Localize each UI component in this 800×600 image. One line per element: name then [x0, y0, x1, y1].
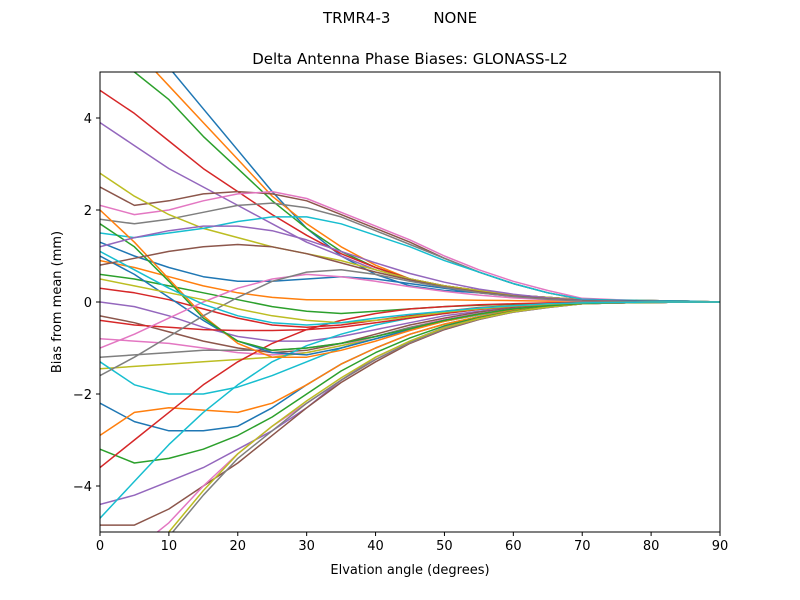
x-tick-label: 70 — [574, 539, 591, 554]
figure-suptitle: TRMR4-3 NONE — [322, 9, 478, 27]
series-line-2 — [154, 72, 720, 303]
x-tick-label: 80 — [643, 539, 660, 554]
y-axis: −4 −2 0 2 4 — [73, 112, 100, 495]
series-layer — [100, 72, 720, 532]
y-tick-label: −2 — [73, 388, 92, 403]
x-axis-label: Elvation angle (degrees) — [330, 563, 489, 578]
series-line-40 — [100, 250, 720, 326]
y-tick-label: 4 — [84, 112, 92, 127]
series-line-25 — [100, 301, 720, 506]
x-tick-label: 10 — [161, 539, 178, 554]
series-line-19 — [100, 301, 720, 370]
x-tick-label: 40 — [367, 539, 384, 554]
y-tick-label: −4 — [73, 480, 92, 495]
chart-title: Delta Antenna Phase Biases: GLONASS-L2 — [252, 50, 568, 68]
series-line-28 — [171, 301, 720, 532]
x-tick-label: 0 — [96, 539, 104, 554]
series-line-10 — [100, 216, 720, 303]
series-line-11 — [100, 241, 720, 303]
x-tick-label: 90 — [712, 539, 729, 554]
x-tick-label: 30 — [298, 539, 315, 554]
x-tick-label: 60 — [505, 539, 522, 554]
series-line-38 — [100, 269, 720, 377]
x-axis: 0 10 20 30 40 50 60 70 80 90 — [96, 532, 728, 554]
series-line-3 — [132, 72, 720, 303]
y-tick-label: 2 — [84, 204, 92, 219]
y-axis-label: Bias from mean (mm) — [50, 231, 65, 373]
x-tick-label: 50 — [436, 539, 453, 554]
series-line-23 — [100, 301, 720, 464]
x-tick-label: 20 — [230, 539, 247, 554]
series-line-26 — [100, 301, 720, 526]
y-tick-label: 0 — [84, 296, 92, 311]
series-line-5 — [100, 121, 720, 303]
